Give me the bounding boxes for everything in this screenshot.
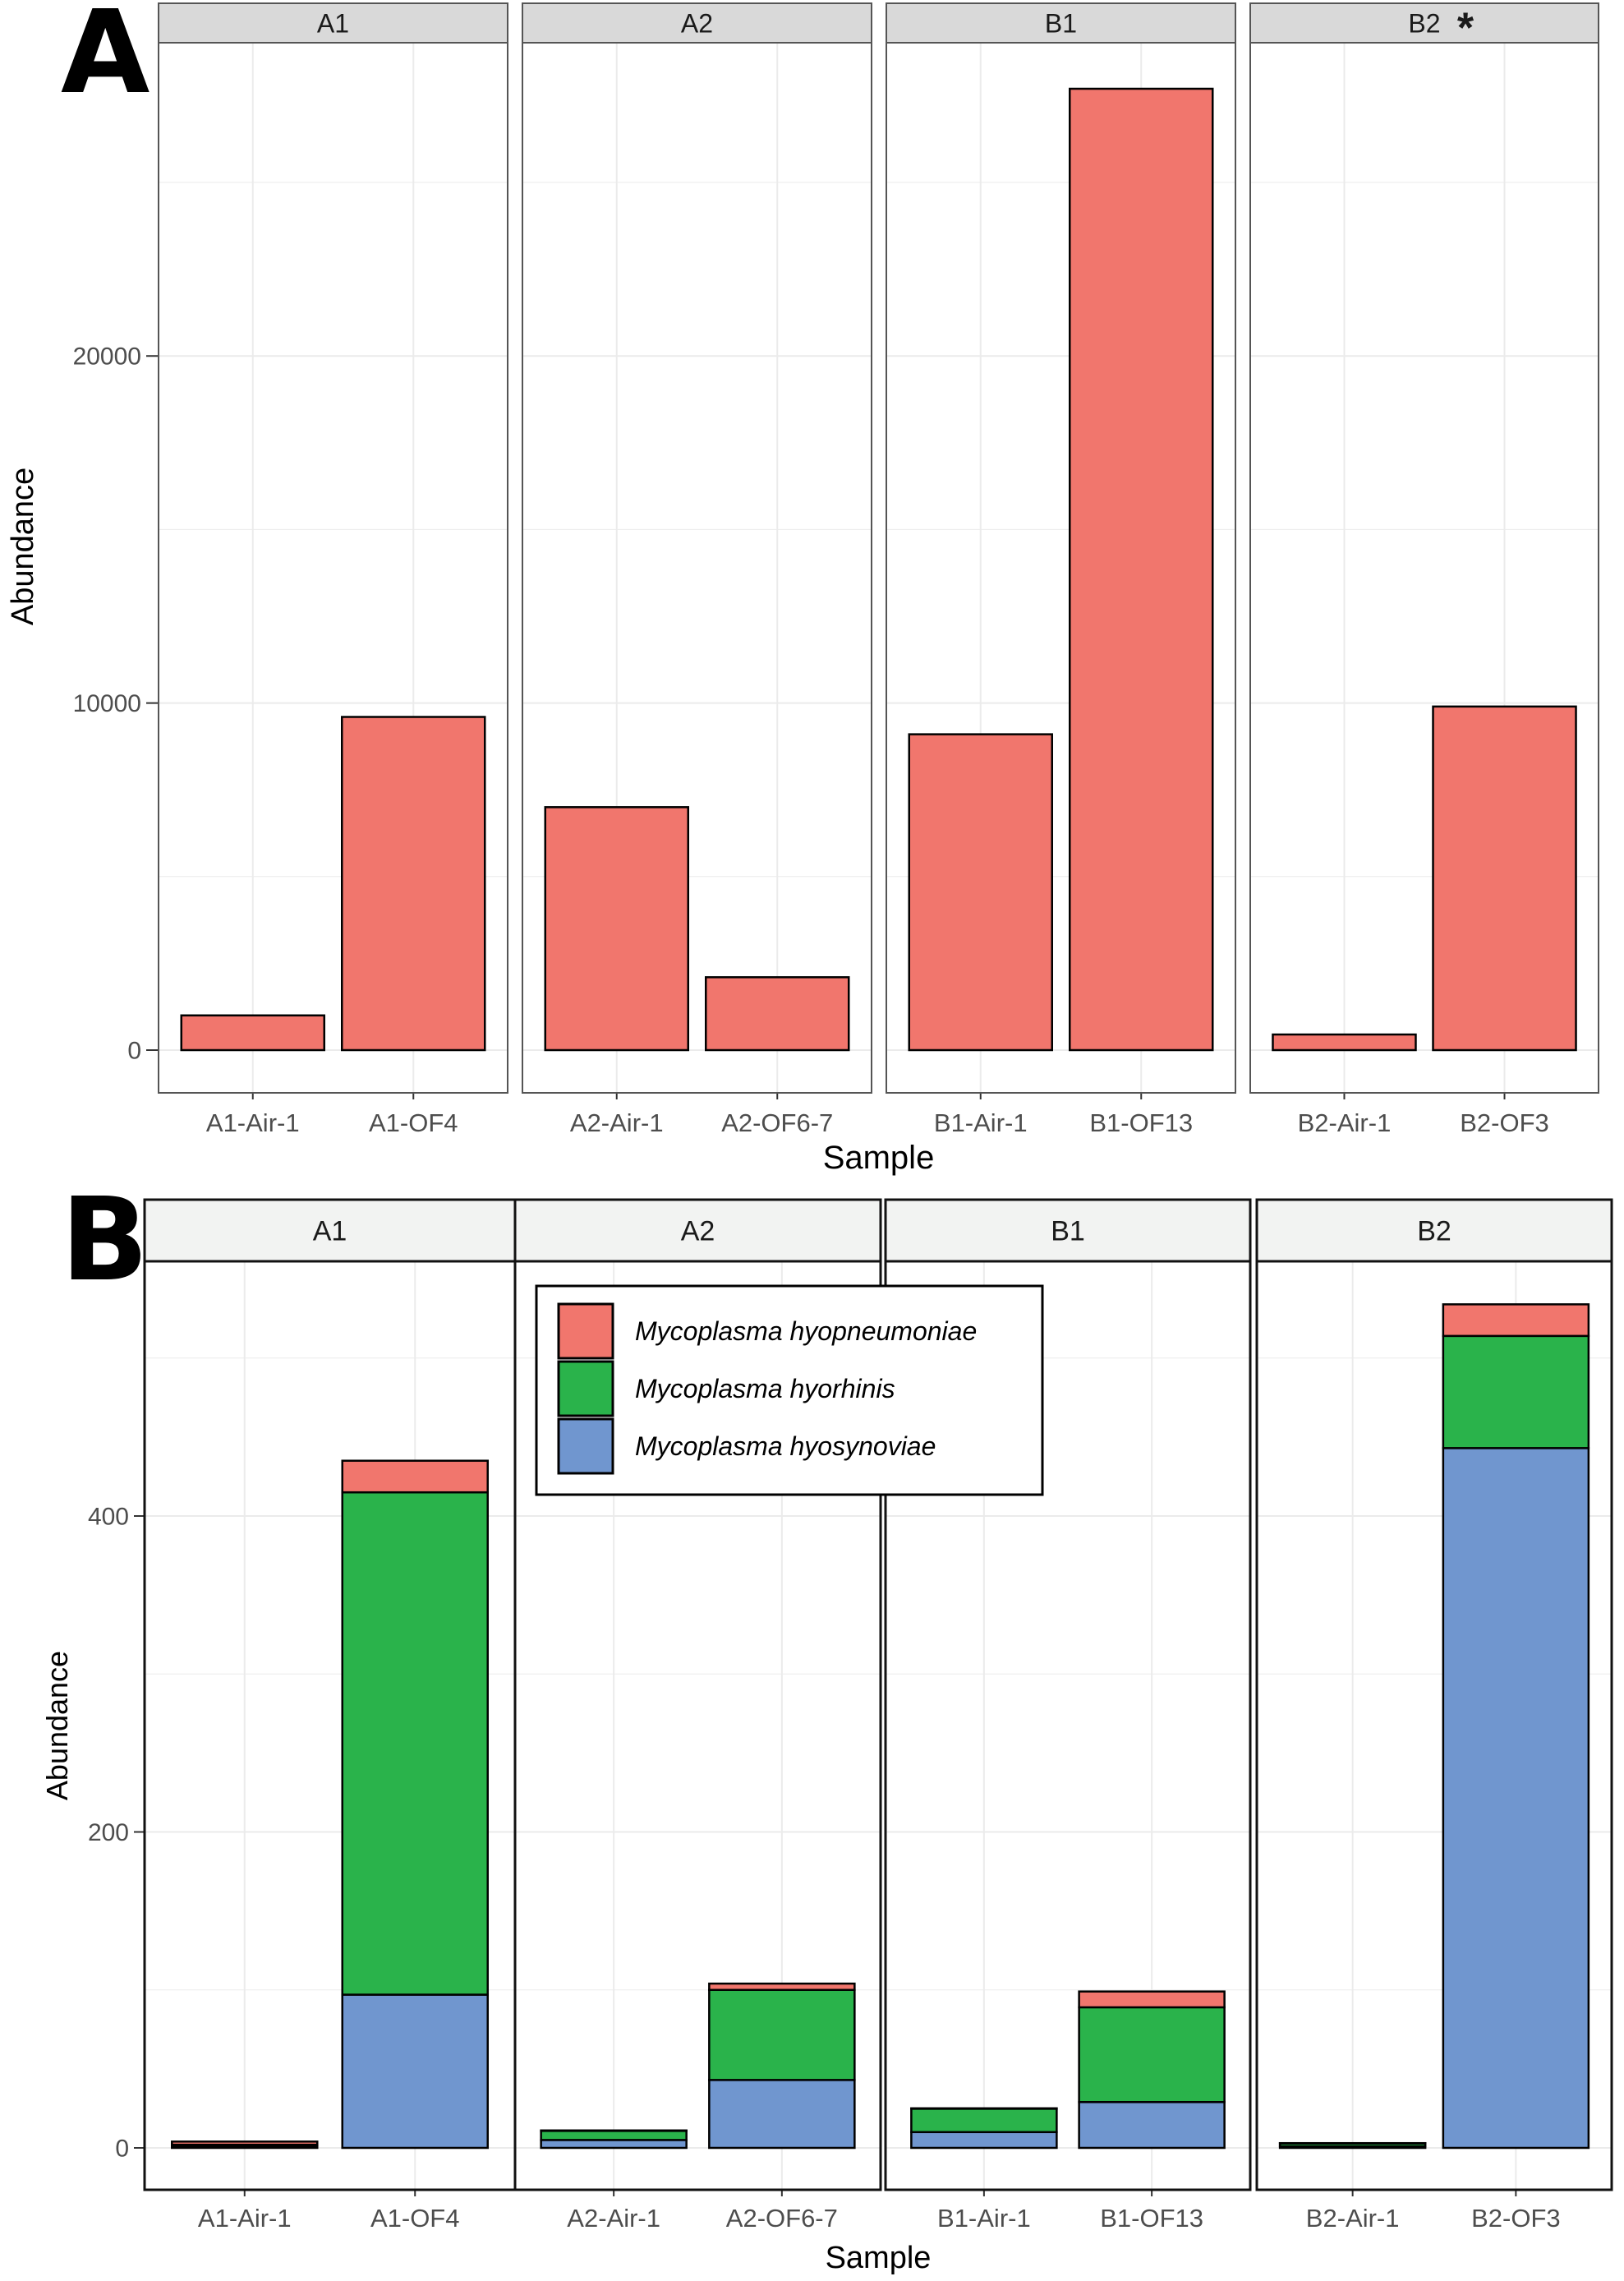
bar-segment-hyorhinis xyxy=(1442,1334,1590,1449)
panel-label-a: A xyxy=(61,0,150,120)
bar-segment-hyopneumoniae xyxy=(171,2140,319,2146)
facet-b-a1: A1-Air-1 A1-OF4 A1 xyxy=(143,1198,517,2233)
y-tick-label: 0 xyxy=(127,1038,141,1065)
y-tick-label: 200 xyxy=(88,1819,129,1846)
bar-segment-hyosynoviae xyxy=(341,1993,489,2150)
x-tick-label: B1-Air-1 xyxy=(937,2204,1031,2233)
bar-segment-hyopneumoniae xyxy=(1078,1990,1226,2009)
panel-label-b: B xyxy=(61,1173,149,1307)
bar xyxy=(1432,705,1577,1052)
x-tick-label: A1-OF4 xyxy=(369,1108,458,1137)
facet-a-a2: A2-Air-1 A2-OF6-7 A2 xyxy=(522,2,872,1137)
legend-key-hyosynoviae xyxy=(557,1417,614,1475)
y-tick-label: 0 xyxy=(115,2136,129,2163)
x-tick-label: A2-OF6-7 xyxy=(726,2204,838,2233)
bar xyxy=(705,976,850,1052)
bar xyxy=(544,806,689,1052)
x-tick-label: B2-OF3 xyxy=(1460,1108,1549,1137)
chart-panel-b: 0 200 400 A1-Air-1 A1-OF4 A1 A2-Air-1 A2-OF6-7 A… xyxy=(40,1198,1613,2275)
x-tick-label: A2-Air-1 xyxy=(567,2204,660,2233)
facet-title: A1 xyxy=(313,1216,347,1247)
bar-segment-hyorhinis xyxy=(341,1491,489,1996)
bar xyxy=(180,1014,325,1052)
facet-title: A2 xyxy=(681,1216,715,1247)
facet-title: A1 xyxy=(317,9,349,39)
legend-key-hyopneumoniae xyxy=(557,1302,614,1360)
bar-segment-hyosynoviae xyxy=(1078,2100,1226,2150)
bar-segment-hyosynoviae xyxy=(708,2079,856,2150)
bar xyxy=(341,716,486,1052)
facet-a-a1: A1-Air-1 A1-OF4 A1 xyxy=(158,2,508,1137)
bar-segment-hyorhinis xyxy=(708,1988,856,2081)
facet-title: B1 xyxy=(1045,9,1077,39)
bar-segment-hyopneumoniae xyxy=(910,2107,1058,2110)
facet-title: B2 xyxy=(1408,9,1440,39)
x-tick-label: B1-Air-1 xyxy=(934,1108,1028,1137)
facet-title: B2 xyxy=(1417,1216,1451,1247)
chart-panel-a: 0 10000 20000 A1-Air-1 A1-OF4 A1 A2-Air-1 A2-OF… xyxy=(6,2,1599,1176)
bar-segment-hyosynoviae xyxy=(910,2131,1058,2150)
x-tick-label: A2-Air-1 xyxy=(570,1108,664,1137)
facet-strip xyxy=(884,1198,1252,1263)
x-axis-title: Sample xyxy=(826,2241,932,2275)
legend-label: Mycoplasma hyopneumoniae xyxy=(635,1316,977,1346)
x-tick-label: A1-Air-1 xyxy=(206,1108,300,1137)
y-tick-label: 20000 xyxy=(73,343,141,371)
bar-segment-hyorhinis xyxy=(910,2107,1058,2134)
bar xyxy=(1069,87,1214,1052)
facet-strip xyxy=(886,2,1236,44)
facet-title: B1 xyxy=(1051,1216,1085,1247)
bar xyxy=(908,733,1053,1052)
facet-b-b2: B2-Air-1 B2-OF3 B2 xyxy=(1255,1198,1613,2233)
bar-segment-hyopneumoniae xyxy=(341,1459,489,1494)
x-tick-label: B2-Air-1 xyxy=(1306,2204,1400,2233)
x-tick-label: B2-Air-1 xyxy=(1298,1108,1392,1137)
y-axis-title: Abundance xyxy=(40,1651,74,1800)
legend-box xyxy=(535,1284,1044,1496)
x-tick-label: B2-OF3 xyxy=(1471,2204,1561,2233)
bar-segment-hyopneumoniae xyxy=(1442,1303,1590,1338)
facet-strip xyxy=(143,1198,517,1263)
x-tick-label: A2-OF6-7 xyxy=(721,1108,833,1137)
significance-marker: * xyxy=(1457,5,1474,53)
facet-a-b1: B1-Air-1 B1-OF13 B1 xyxy=(886,2,1236,1137)
facet-strip xyxy=(522,2,872,44)
y-tick-label: 10000 xyxy=(73,690,141,717)
facet-strip xyxy=(1249,2,1599,44)
facet-strip xyxy=(1255,1198,1613,1263)
facet-strip xyxy=(158,2,508,44)
legend: Mycoplasma hyopneumoniae Mycoplasma hyorh… xyxy=(535,1284,1044,1496)
bar-segment-hyosynoviae xyxy=(1442,1447,1590,2150)
x-tick-label: B1-OF13 xyxy=(1089,1108,1193,1137)
facet-strip xyxy=(513,1198,882,1263)
bar-segment-hyopneumoniae xyxy=(708,1982,856,1992)
legend-label: Mycoplasma hyosynoviae xyxy=(635,1431,936,1461)
facet-a-b2: B2-Air-1 B2-OF3 B2 * xyxy=(1249,2,1599,1137)
legend-key-hyorhinis xyxy=(557,1360,614,1417)
x-tick-label: A1-Air-1 xyxy=(198,2204,292,2233)
legend-label: Mycoplasma hyorhinis xyxy=(635,1374,895,1403)
x-axis-title: Sample xyxy=(823,1140,935,1176)
facet-title: A2 xyxy=(681,9,713,39)
x-tick-label: A1-OF4 xyxy=(370,2204,460,2233)
y-axis-title: Abundance xyxy=(6,468,40,625)
bar-segment-hyosynoviae xyxy=(540,2139,688,2150)
bar-segment-hyopneumoniae xyxy=(1278,2141,1427,2145)
bar-segment-hyorhinis xyxy=(1078,2006,1226,2104)
bar xyxy=(1272,1033,1417,1052)
x-tick-label: B1-OF13 xyxy=(1100,2204,1203,2233)
y-tick-label: 400 xyxy=(88,1504,129,1531)
